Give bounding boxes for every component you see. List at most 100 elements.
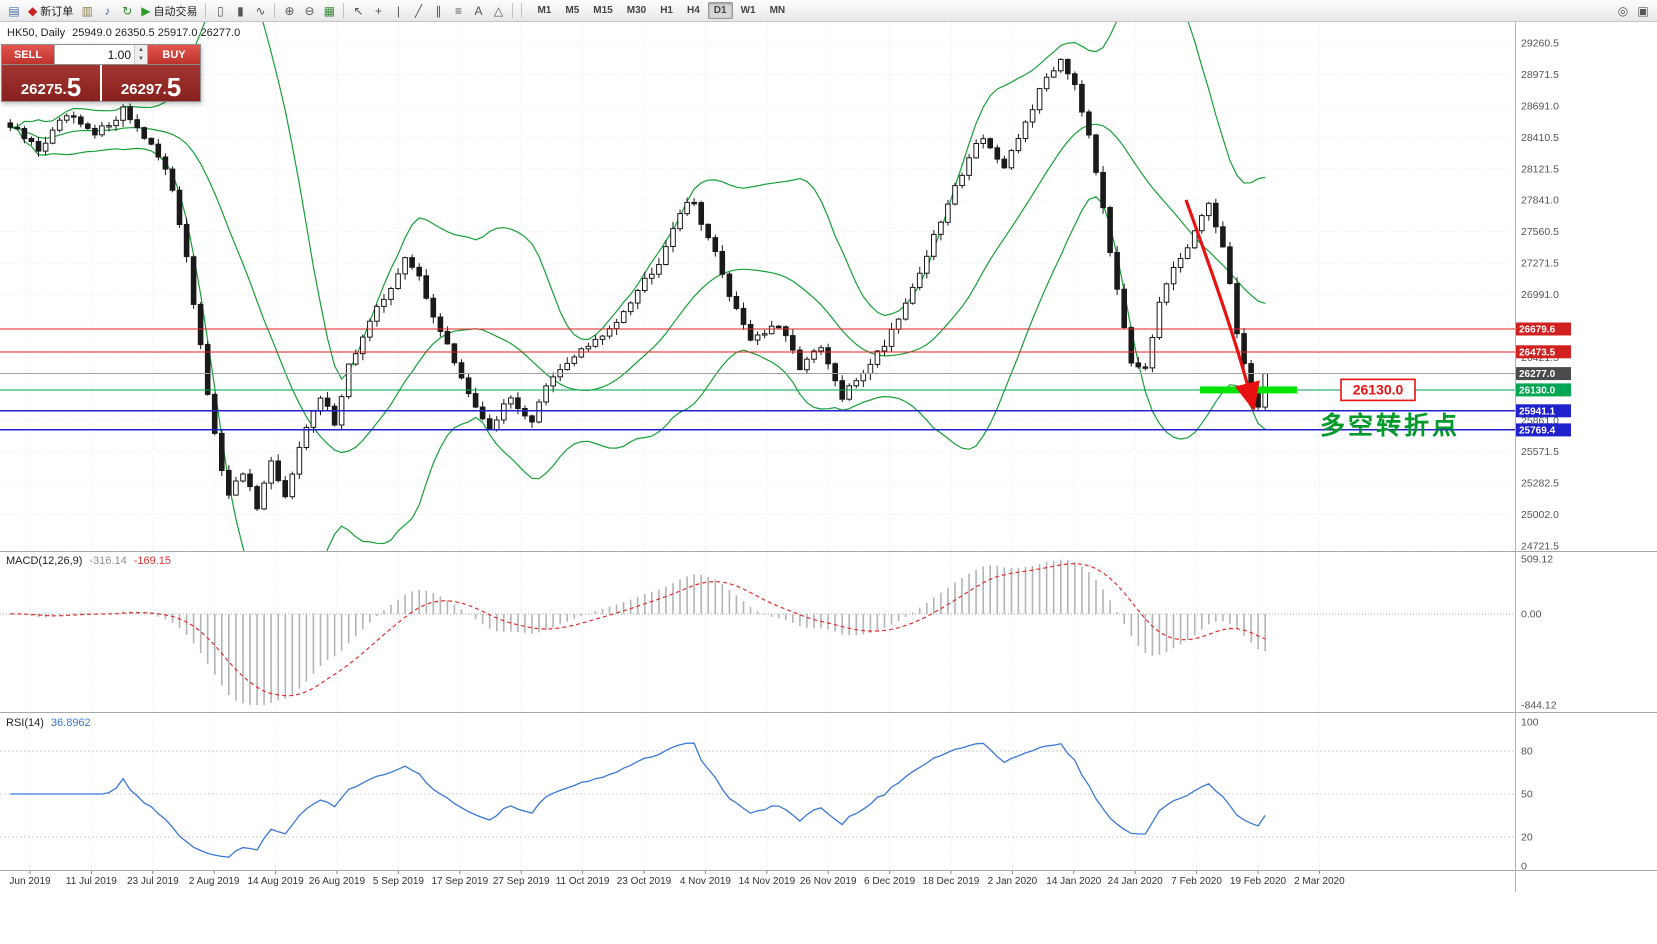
price-badge-26277.0: 26277.0	[1516, 367, 1571, 381]
price-axis-label: 25282.5	[1521, 478, 1559, 490]
toolbar: ▤ ◆ 新订单 ▥ ♪ ↻ ▶ 自动交易 ▯ ▮ ∿ ⊕ ⊖ ▦ ↖ + | ╱ ∥ ≡ A △ M1 M5 M15 M30 H1…	[0, 0, 1657, 22]
lot-spinner: ▲ ▼	[134, 45, 147, 64]
new-order-button[interactable]: ◆ 新订单	[24, 2, 77, 20]
date-label: 11 Jul 2019	[66, 876, 117, 887]
toolbar-separator	[205, 3, 207, 18]
layouts-button[interactable]: ▣	[1633, 2, 1653, 20]
refresh-button[interactable]: ↻	[117, 2, 137, 20]
text-tool-icon: A	[474, 3, 483, 18]
timeframe-m5-button[interactable]: M5	[565, 5, 580, 16]
sell-price-last-digit: 5	[66, 71, 82, 102]
date-label: 17 Sep 2019	[431, 876, 488, 887]
sell-price-display[interactable]: 26275. 5	[2, 65, 100, 101]
lot-increase-button[interactable]: ▲	[135, 45, 147, 55]
cursor-button[interactable]: ↖	[348, 2, 368, 20]
channel-button[interactable]: ∥	[428, 2, 448, 20]
crosshair-icon: +	[374, 3, 382, 18]
profiles-button[interactable]: ▥	[77, 2, 97, 20]
line-chart-mode-button[interactable]: ∿	[250, 2, 270, 20]
date-label: 19 Feb 2020	[1230, 876, 1287, 887]
timeframe-m15-button[interactable]: M15	[593, 5, 613, 16]
date-label: 11 Oct 2019	[556, 876, 610, 887]
rsi-panel[interactable]: 100 80 50 20 0	[0, 717, 1539, 873]
new-order-icon: ◆	[28, 3, 38, 18]
lot-decrease-button[interactable]: ▼	[135, 54, 147, 64]
date-axis[interactable]: Jun 2019 11 Jul 2019 23 Jul 2019 2 Aug 2019…	[9, 871, 1345, 887]
date-label: 27 Sep 2019	[493, 876, 550, 887]
date-label: 26 Aug 2019	[309, 876, 366, 887]
toolbar-separator	[521, 3, 523, 18]
timeframe-m1-button[interactable]: M1	[537, 5, 552, 16]
trend-arrow[interactable]	[1184, 199, 1260, 412]
timeframe-mn-button[interactable]: MN	[769, 5, 786, 16]
cn-annotation[interactable]: 多空转折点	[1320, 411, 1460, 440]
timeframe-d1-button[interactable]: D1	[707, 2, 733, 19]
sound-button[interactable]: ♪	[97, 2, 117, 20]
crosshair-button[interactable]: +	[368, 2, 388, 20]
sell-button[interactable]: SELL	[2, 45, 54, 64]
candlestick-mode-icon: ▮	[237, 3, 244, 18]
bar-chart-mode-icon: ▯	[217, 3, 224, 18]
autotrade-button[interactable]: ▶ 自动交易	[137, 2, 201, 20]
macd-axis-label: 0.00	[1521, 608, 1542, 620]
shapes-button[interactable]: △	[488, 2, 508, 20]
rsi-axis-label: 50	[1521, 789, 1533, 801]
zoom-in-button[interactable]: ⊕	[279, 2, 299, 20]
text-tool-button[interactable]: A	[468, 2, 488, 20]
layouts-icon: ▣	[1637, 3, 1649, 18]
timeframe-m30-button[interactable]: M30	[626, 5, 647, 16]
sound-icon: ♪	[104, 3, 111, 18]
lot-field: ▲ ▼	[54, 45, 148, 64]
buy-button[interactable]: BUY	[148, 45, 200, 64]
rsi-axis-label: 100	[1521, 717, 1539, 729]
rsi-axis-label: 0	[1521, 861, 1527, 873]
fibonacci-button[interactable]: ≡	[448, 2, 468, 20]
price-axis-label: 29260.5	[1521, 38, 1559, 50]
price-axis-label: 27271.5	[1521, 258, 1559, 270]
timeframe-h4-button[interactable]: H4	[686, 5, 700, 16]
candlestick-mode-button[interactable]: ▮	[230, 2, 250, 20]
bollinger-middle-band	[10, 123, 1266, 454]
date-label: 26 Nov 2019	[800, 876, 857, 887]
sell-price-main: 26275.	[20, 80, 67, 98]
date-label: 2 Jan 2020	[988, 876, 1038, 887]
lot-input[interactable]	[55, 45, 134, 64]
price-axis[interactable]: 29260.5 28971.5 28691.0 28410.5 28121.5 27841…	[0, 38, 1559, 553]
date-label: 23 Jul 2019	[127, 876, 179, 887]
toolbar-separator	[512, 3, 514, 18]
main-plot[interactable]	[7, 22, 1269, 635]
timeframe-h1-button[interactable]: H1	[660, 5, 673, 16]
vertical-gridlines	[29, 22, 1320, 870]
macd-name: MACD(12,26,9)	[6, 555, 83, 567]
chart-canvas[interactable]: 29260.5 28971.5 28691.0 28410.5 28121.5 27841…	[0, 22, 1657, 944]
buy-price-main: 26297.	[120, 80, 167, 98]
rsi-value: 36.8962	[50, 717, 91, 729]
grid-button[interactable]: ▦	[319, 2, 339, 20]
macd-panel[interactable]: 509.12 0.00 -844.12	[0, 554, 1557, 712]
macd-indicator-label: MACD(12,26,9) -316.14 -169.15	[6, 555, 171, 567]
price-axis-label: 28971.5	[1521, 69, 1559, 81]
timeframe-w1-button[interactable]: W1	[740, 5, 756, 16]
trendline-button[interactable]: ╱	[408, 2, 428, 20]
search-icon: ◎	[1617, 3, 1629, 18]
bar-chart-mode-button[interactable]: ▯	[210, 2, 230, 20]
buy-price-display[interactable]: 26297. 5	[100, 65, 200, 101]
zoom-out-icon: ⊖	[304, 3, 315, 18]
price-badge-26473.5: 26473.5	[1516, 345, 1571, 359]
svg-text:26277.0: 26277.0	[1519, 369, 1556, 380]
search-button[interactable]: ◎	[1613, 2, 1633, 20]
price-callout[interactable]: 26130.0	[1340, 378, 1416, 402]
vertical-line-button[interactable]: |	[388, 2, 408, 20]
price-axis-label: 27841.0	[1521, 195, 1559, 207]
rsi-name: RSI(14)	[6, 717, 44, 729]
rsi-indicator-label: RSI(14) 36.8962	[6, 717, 91, 729]
chart-title: HK50, Daily 25949.0 26350.5 25917.0 2627…	[7, 27, 240, 39]
macd-main-value: -316.14	[89, 555, 127, 567]
price-axis-label: 28121.5	[1521, 163, 1559, 175]
timeframe-group: M1 M5 M15 M30 H1 H4 D1 W1 MN	[530, 2, 792, 19]
macd-signal-value: -169.15	[133, 555, 172, 567]
date-label: Jun 2019	[9, 876, 51, 887]
zoom-out-button[interactable]: ⊖	[299, 2, 319, 20]
date-label: 4 Nov 2019	[680, 876, 732, 887]
new-chart-button[interactable]: ▤	[4, 2, 24, 20]
